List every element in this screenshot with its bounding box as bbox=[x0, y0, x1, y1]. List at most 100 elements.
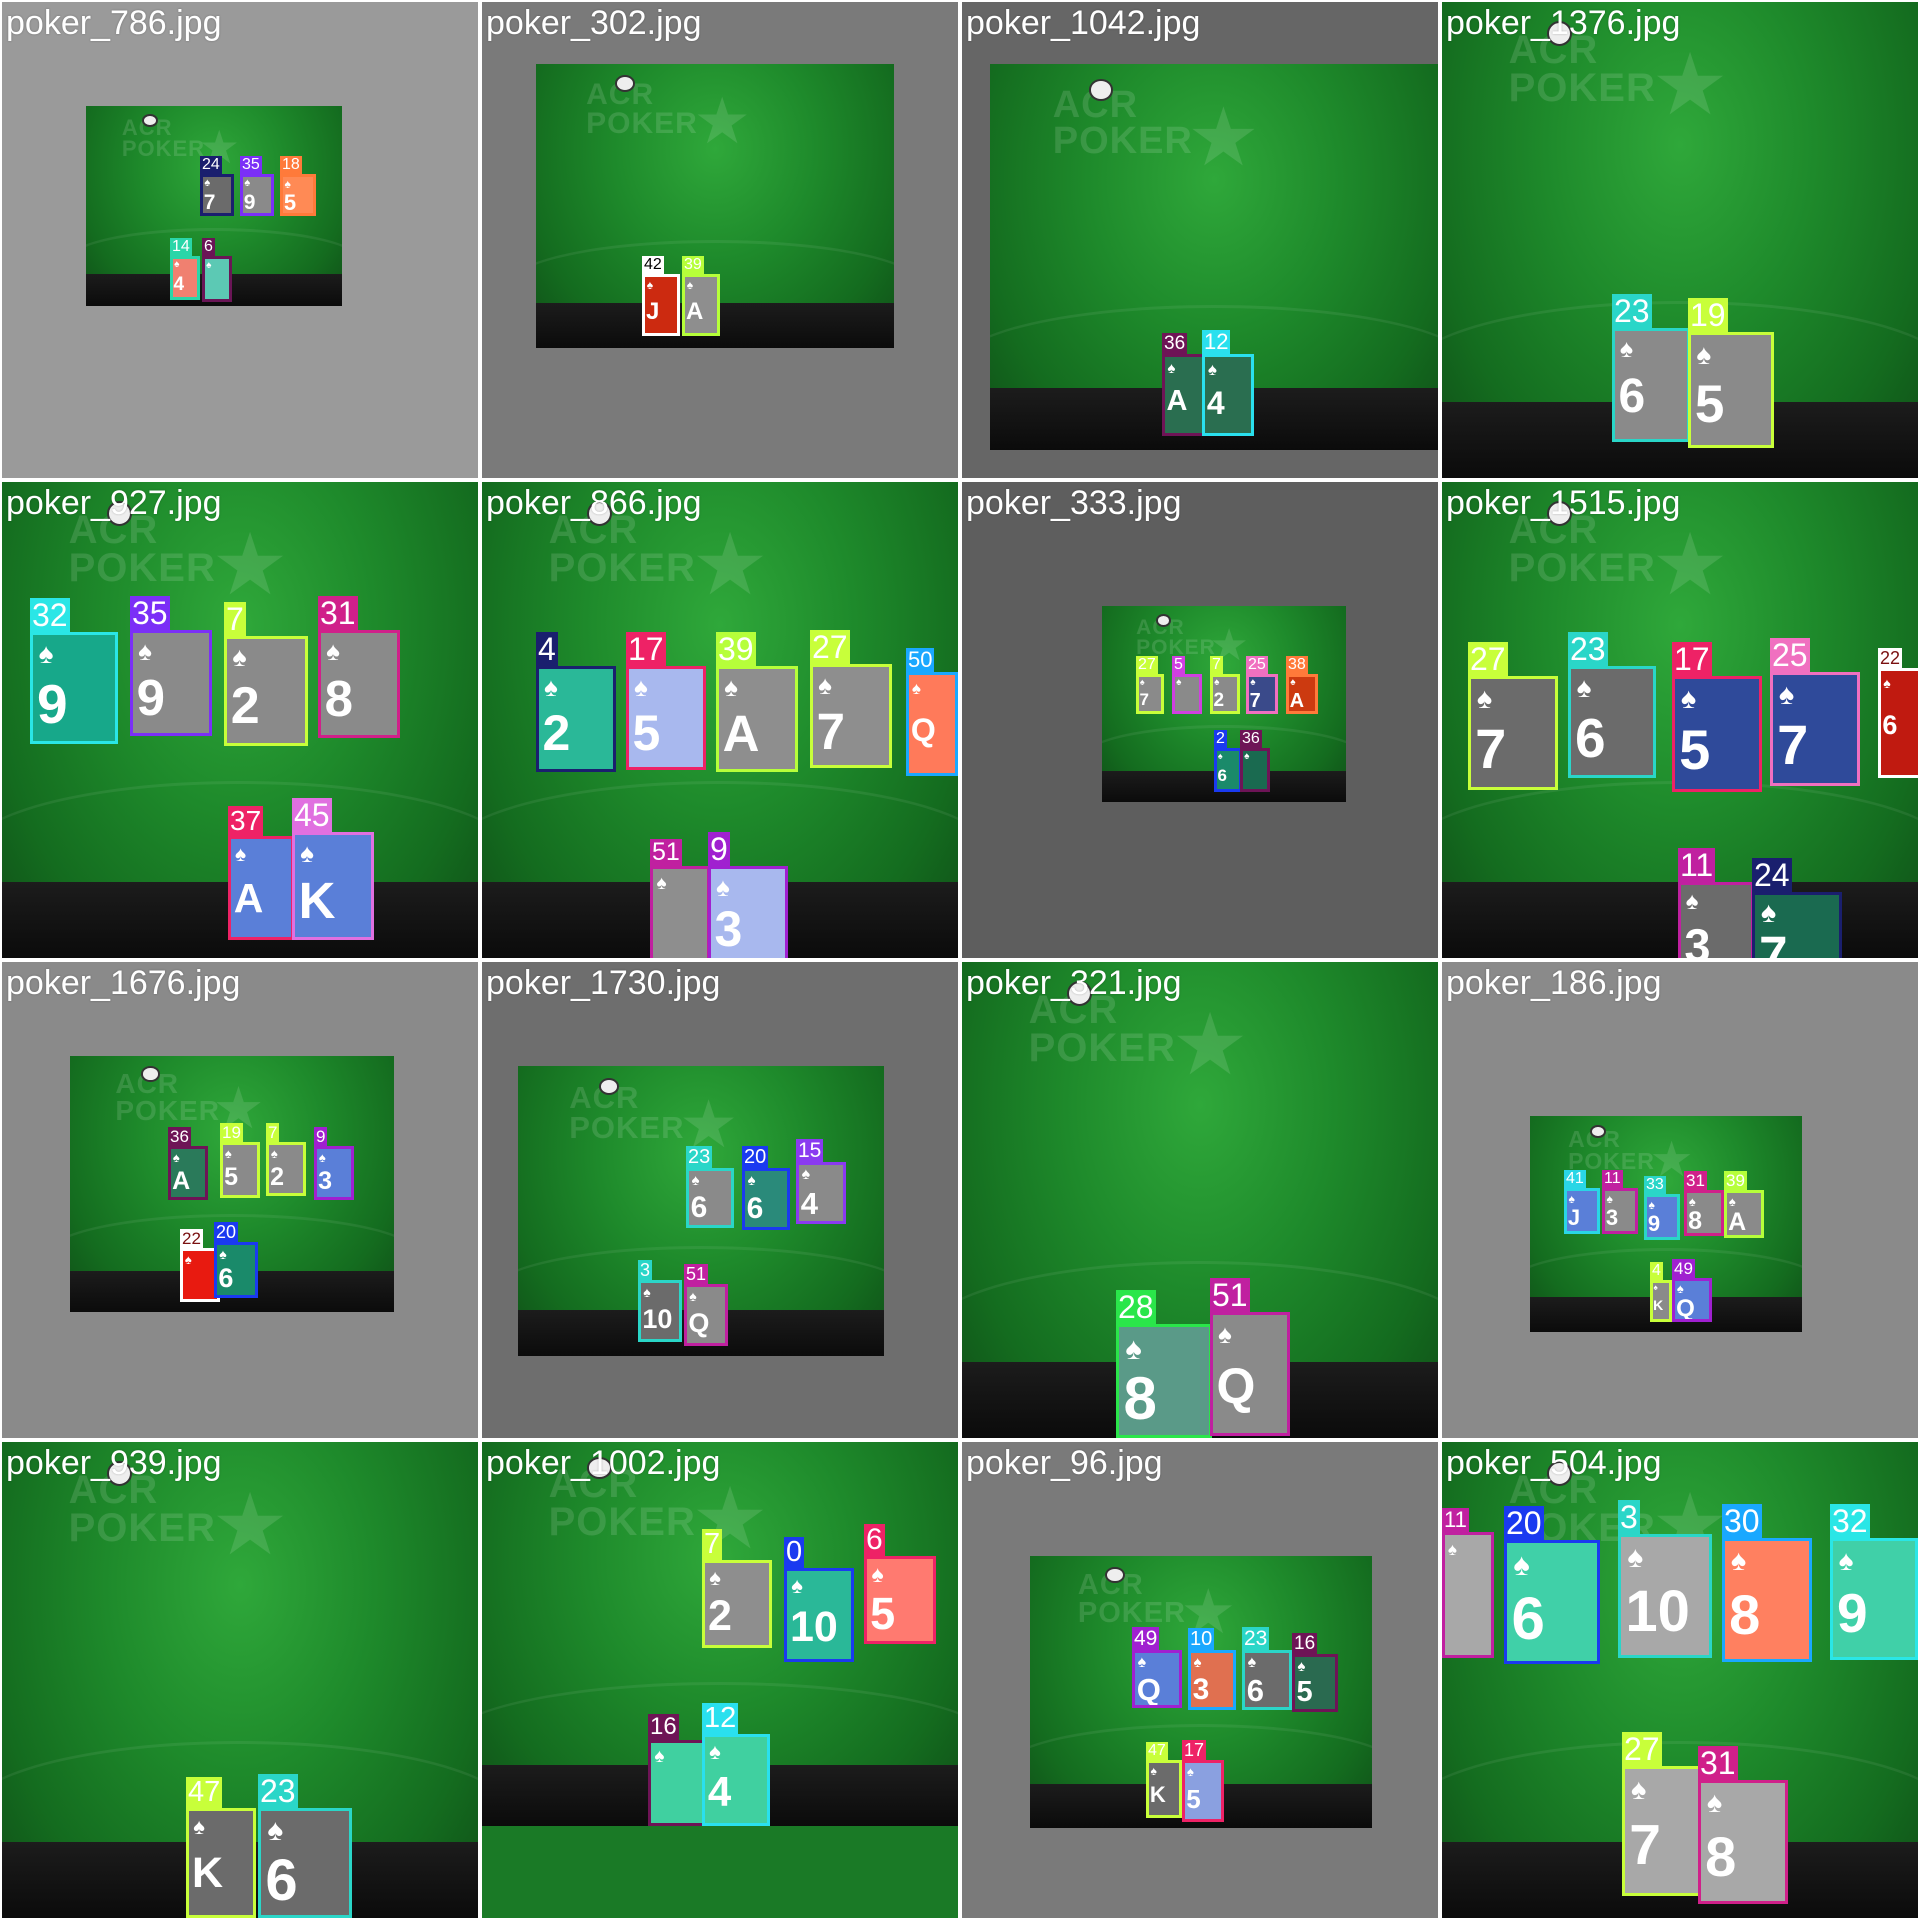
playing-card: ♠ 2 bbox=[1212, 676, 1238, 712]
card-rank: 6 bbox=[1882, 710, 1898, 740]
detection-class-label: 23 bbox=[258, 1773, 298, 1809]
playing-card: ♠ K bbox=[1148, 1762, 1180, 1816]
card-suit-icon: ♠ bbox=[1218, 1319, 1232, 1350]
card-rank: J bbox=[646, 298, 660, 325]
playing-card: ♠ bbox=[652, 868, 708, 958]
card-suit-icon: ♠ bbox=[1513, 1547, 1530, 1583]
detection-box bbox=[1672, 1278, 1712, 1322]
detection-class-label: 47 bbox=[1146, 1742, 1168, 1761]
card-rank: Q bbox=[910, 712, 936, 748]
playing-card: ♠ 8 bbox=[1686, 1192, 1722, 1234]
card-rank: 5 bbox=[1679, 718, 1711, 781]
detection-class-label: 39 bbox=[1724, 1171, 1747, 1191]
poker-table-felt: ACR POKER ★ bbox=[990, 64, 1438, 450]
card-rank: 4 bbox=[173, 274, 185, 295]
card-rank: 2 bbox=[270, 1163, 285, 1191]
card-rank: 7 bbox=[816, 703, 846, 760]
detection-box bbox=[1618, 1534, 1712, 1658]
table-brand-watermark: ACR POKER bbox=[1508, 27, 1656, 110]
card-rank: A bbox=[1166, 385, 1188, 417]
card-suit-icon: ♠ bbox=[1250, 677, 1256, 689]
playing-card: ♠ 6 bbox=[1216, 750, 1240, 790]
detection-box bbox=[170, 256, 200, 300]
card-rank: 2 bbox=[707, 1592, 732, 1640]
image-filename: poker_939.jpg bbox=[6, 1444, 222, 1482]
card-suit-icon: ♠ bbox=[1217, 751, 1223, 762]
playing-card: ♠ 7 bbox=[1248, 676, 1276, 712]
card-rank: K bbox=[1149, 1782, 1166, 1807]
detection-class-label: 24 bbox=[1752, 857, 1792, 893]
playing-card: ♠ 8 bbox=[320, 632, 398, 736]
card-suit-icon: ♠ bbox=[1631, 1773, 1647, 1806]
star-logo-icon: ★ bbox=[1651, 37, 1729, 134]
detection-box bbox=[1612, 328, 1690, 442]
image-filename: poker_1376.jpg bbox=[1446, 4, 1681, 42]
card-rank: 6 bbox=[265, 1848, 298, 1913]
detection-class-label: 27 bbox=[1468, 641, 1508, 677]
image-filename: poker_302.jpg bbox=[486, 4, 702, 42]
detection-class-label: 38 bbox=[1286, 656, 1308, 675]
playing-card: ♠ 7 bbox=[1754, 894, 1840, 958]
detection-box bbox=[292, 832, 374, 940]
detection-class-label: 39 bbox=[716, 631, 756, 667]
detection-class-label: 11 bbox=[1442, 1507, 1469, 1533]
playing-card: ♠ bbox=[1444, 1534, 1492, 1656]
dealer-button-icon bbox=[586, 1457, 613, 1479]
detection-box bbox=[280, 174, 316, 216]
detection-box bbox=[716, 666, 798, 772]
playing-card: ♠ 8 bbox=[1724, 1540, 1810, 1660]
detection-box bbox=[1568, 666, 1656, 778]
detection-box bbox=[1246, 674, 1278, 714]
detection-class-label: 11 bbox=[1602, 1170, 1623, 1189]
detection-class-label: 9 bbox=[708, 831, 730, 867]
card-suit-icon: ♠ bbox=[232, 642, 247, 673]
detection-box bbox=[240, 174, 274, 216]
playing-card: ♠ J bbox=[644, 276, 678, 334]
playing-card: ♠ 8 bbox=[1700, 1782, 1786, 1902]
detection-class-label: 3 bbox=[1618, 1499, 1640, 1535]
dealer-button-icon bbox=[142, 114, 158, 127]
image-filename: poker_1676.jpg bbox=[6, 964, 241, 1002]
detection-box bbox=[1214, 748, 1242, 792]
image-filename: poker_333.jpg bbox=[966, 484, 1182, 522]
playing-card: ♠ bbox=[182, 1250, 218, 1300]
detection-box bbox=[1442, 1532, 1494, 1658]
card-suit-icon: ♠ bbox=[1619, 334, 1634, 363]
playing-card: ♠ A bbox=[718, 668, 796, 770]
card-suit-icon: ♠ bbox=[1139, 677, 1145, 688]
card-rank: 5 bbox=[1296, 1676, 1313, 1708]
image-tile: ACR POKER ★ ♠ 2 7 ♠ 10 0 ♠ 5 6 ♠ 16 ♠ 4 12 poker_1002.jp… bbox=[482, 1442, 958, 1918]
detection-box bbox=[202, 256, 232, 302]
card-suit-icon: ♠ bbox=[1627, 1541, 1644, 1575]
card-suit-icon: ♠ bbox=[1606, 1191, 1613, 1206]
card-rank: 7 bbox=[1777, 713, 1809, 776]
playing-card: ♠ 8 bbox=[1118, 1326, 1210, 1436]
playing-card: ♠ 7 bbox=[1772, 674, 1858, 784]
detection-box bbox=[784, 1568, 854, 1662]
detection-class-label: 18 bbox=[280, 156, 302, 175]
card-suit-icon: ♠ bbox=[1193, 1654, 1202, 1672]
detection-class-label: 39 bbox=[682, 256, 704, 275]
dealer-button-icon bbox=[141, 1066, 160, 1082]
playing-card: ♠ 7 bbox=[1624, 1768, 1712, 1894]
card-rank: Q bbox=[1216, 1358, 1256, 1414]
card-suit-icon: ♠ bbox=[284, 177, 291, 192]
detection-box bbox=[648, 1740, 706, 1826]
detection-class-label: 27 bbox=[810, 629, 850, 665]
detection-box bbox=[30, 632, 118, 744]
card-rank: 5 bbox=[632, 705, 661, 761]
detection-box bbox=[266, 1142, 306, 1196]
card-rank: K bbox=[191, 1849, 224, 1897]
playing-card: ♠ 4 bbox=[172, 258, 198, 298]
playing-card: ♠ Q bbox=[686, 1286, 726, 1344]
card-rank: 6 bbox=[1246, 1673, 1264, 1708]
detection-class-label: 19 bbox=[220, 1123, 243, 1143]
detection-class-label: 25 bbox=[1770, 637, 1810, 673]
detection-box bbox=[1672, 676, 1762, 792]
detection-class-label: 6 bbox=[202, 238, 215, 257]
card-rank: A bbox=[1728, 1208, 1747, 1236]
image-tile: ACR POKER ★ ♠ 11 ♠ 6 20 ♠ 10 3 ♠ 8 30 ♠ 9 32 ♠ 7 27 ♠ 8 31 pok… bbox=[1442, 1442, 1918, 1918]
card-rank: 10 bbox=[789, 1603, 838, 1651]
detection-class-label: 20 bbox=[742, 1146, 769, 1169]
detection-box bbox=[864, 1556, 936, 1644]
